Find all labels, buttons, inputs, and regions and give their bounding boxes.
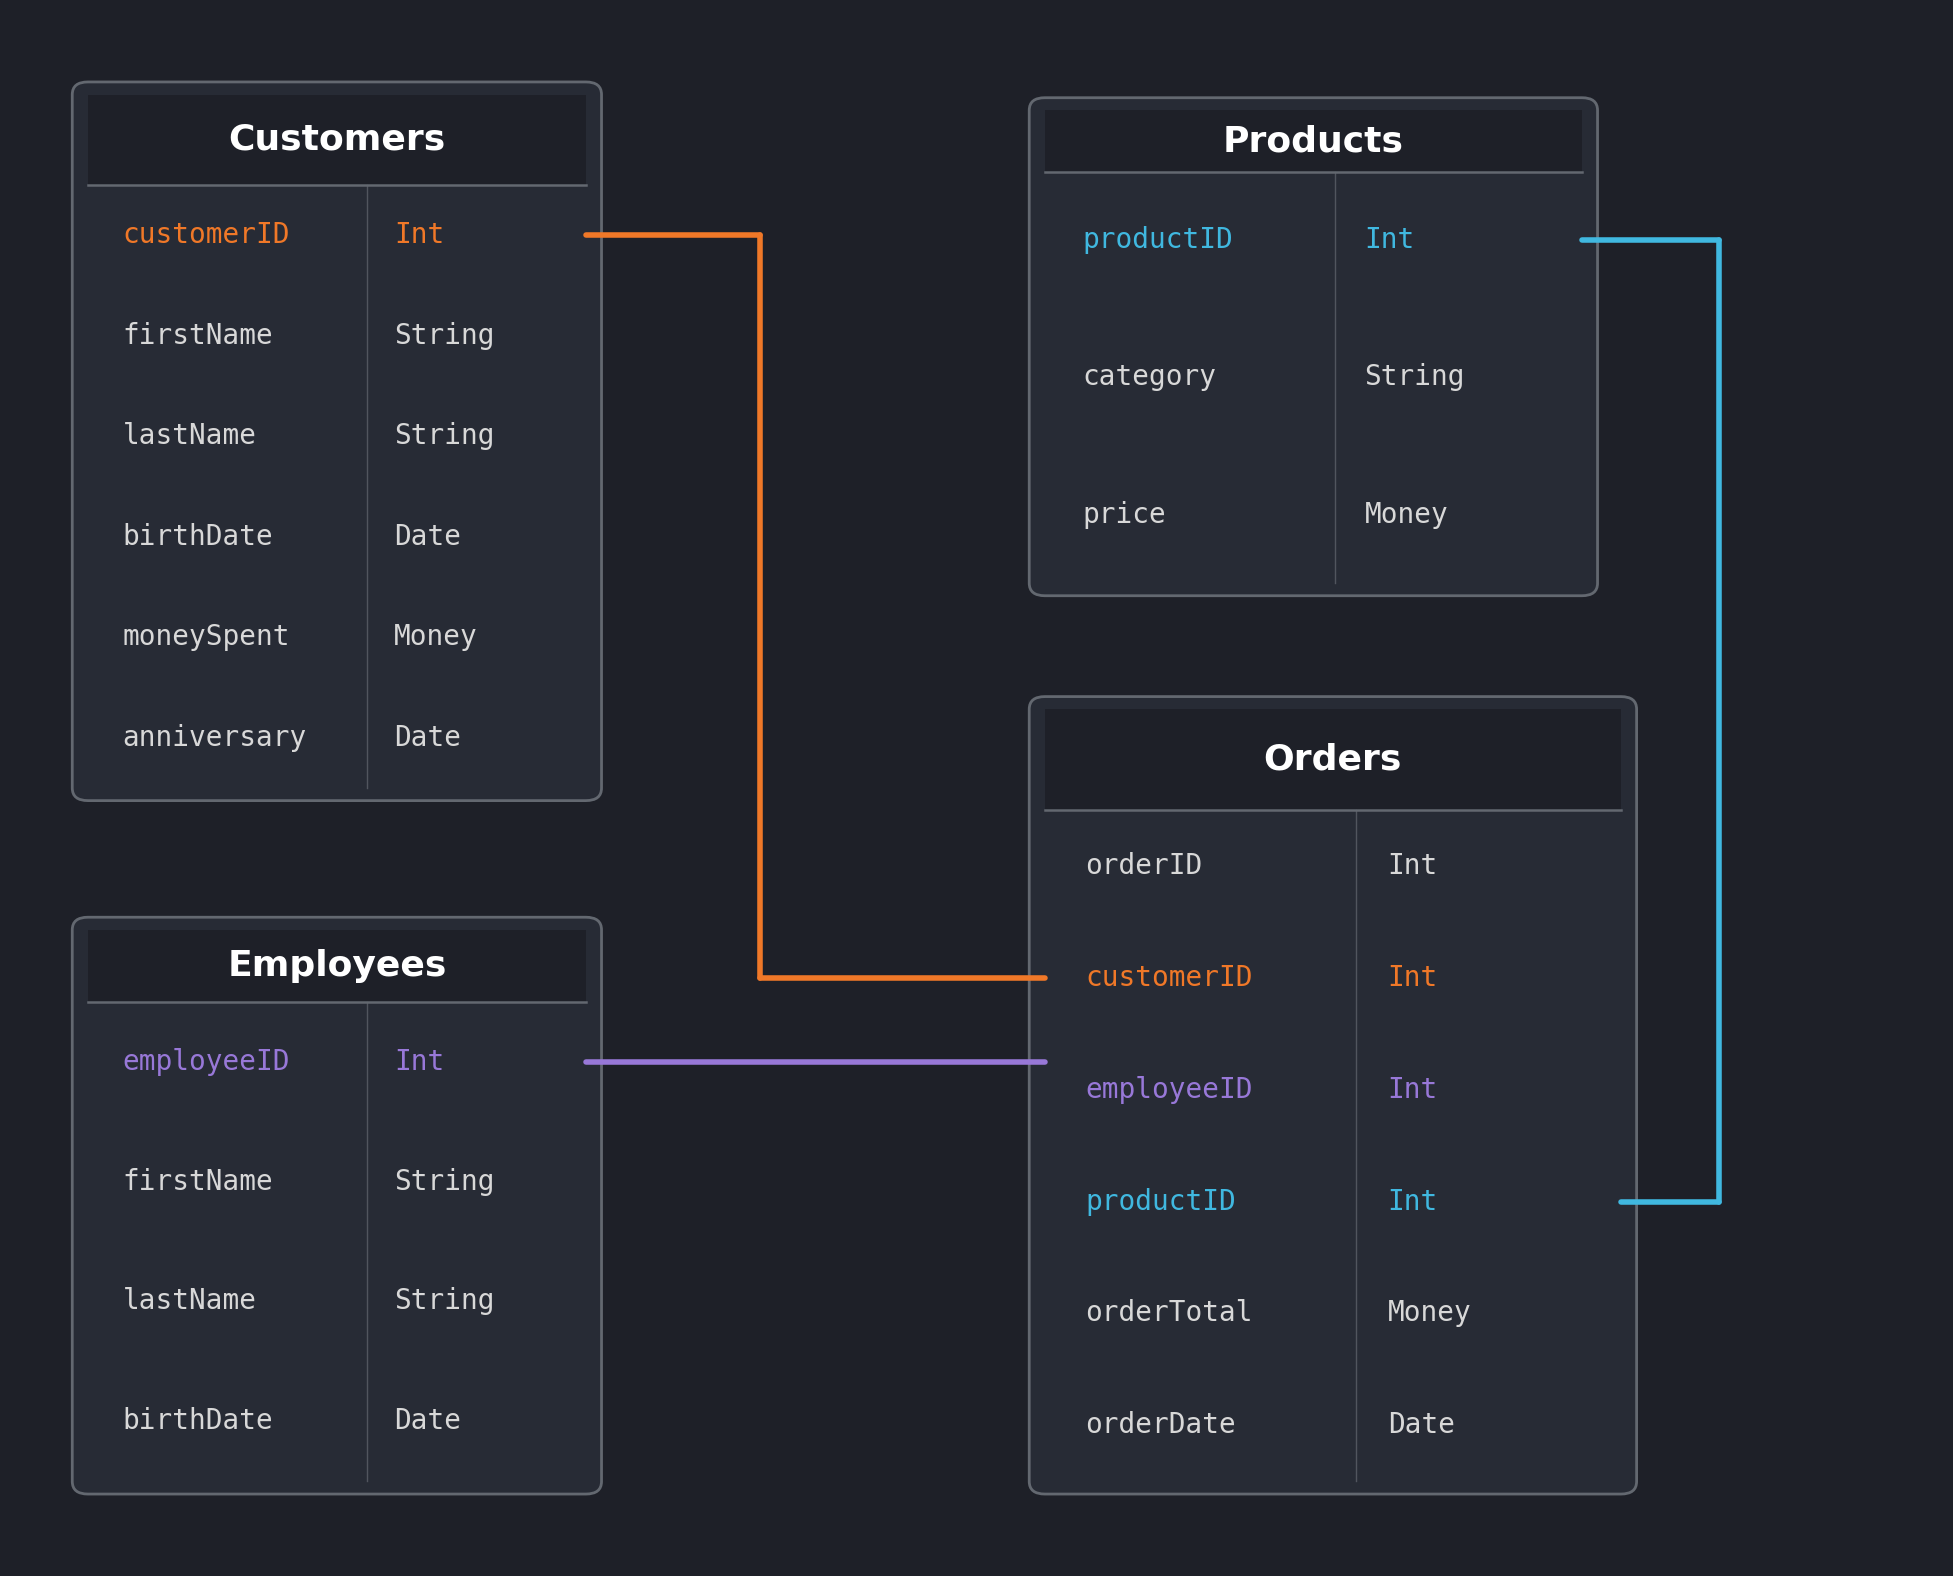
Text: lastName: lastName — [123, 422, 256, 451]
Text: Int: Int — [395, 221, 445, 249]
Text: Date: Date — [395, 723, 461, 752]
Bar — [1045, 709, 1621, 810]
Text: moneySpent: moneySpent — [123, 623, 291, 651]
Text: Int: Int — [1389, 1075, 1437, 1103]
Text: Int: Int — [1389, 1187, 1437, 1215]
Text: Orders: Orders — [1264, 742, 1402, 777]
Text: String: String — [395, 1168, 494, 1196]
Text: firstName: firstName — [123, 1168, 273, 1196]
Bar — [88, 95, 586, 184]
Text: Int: Int — [1389, 851, 1437, 879]
Text: birthDate: birthDate — [123, 523, 273, 550]
FancyBboxPatch shape — [1029, 697, 1637, 1494]
Text: category: category — [1082, 364, 1217, 391]
Text: Date: Date — [395, 523, 461, 550]
Text: orderTotal: orderTotal — [1086, 1300, 1252, 1327]
Text: productID: productID — [1082, 227, 1232, 254]
Text: customerID: customerID — [1086, 963, 1252, 991]
Text: Date: Date — [1389, 1412, 1455, 1439]
Text: Int: Int — [1389, 963, 1437, 991]
Text: Employees: Employees — [227, 949, 447, 983]
Text: orderDate: orderDate — [1086, 1412, 1236, 1439]
Text: firstName: firstName — [123, 322, 273, 350]
Bar — [1045, 110, 1582, 172]
Text: productID: productID — [1086, 1187, 1236, 1215]
Text: Int: Int — [395, 1048, 445, 1075]
Text: Money: Money — [1365, 501, 1449, 528]
Bar — [88, 930, 586, 1002]
Text: Customers: Customers — [229, 123, 445, 156]
Text: anniversary: anniversary — [123, 723, 307, 752]
Text: Money: Money — [1389, 1300, 1471, 1327]
Text: employeeID: employeeID — [123, 1048, 291, 1075]
Text: employeeID: employeeID — [1086, 1075, 1252, 1103]
Text: customerID: customerID — [123, 221, 291, 249]
FancyBboxPatch shape — [72, 917, 602, 1494]
FancyBboxPatch shape — [1029, 98, 1598, 596]
Text: Int: Int — [1365, 227, 1414, 254]
Text: birthDate: birthDate — [123, 1407, 273, 1436]
Text: orderID: orderID — [1086, 851, 1203, 879]
Text: Products: Products — [1223, 125, 1404, 158]
Text: price: price — [1082, 501, 1166, 528]
Text: String: String — [1365, 364, 1465, 391]
FancyBboxPatch shape — [72, 82, 602, 801]
Text: String: String — [395, 1288, 494, 1316]
Text: lastName: lastName — [123, 1288, 256, 1316]
Text: Money: Money — [395, 623, 478, 651]
Text: String: String — [395, 422, 494, 451]
Text: Date: Date — [395, 1407, 461, 1436]
Text: String: String — [395, 322, 494, 350]
